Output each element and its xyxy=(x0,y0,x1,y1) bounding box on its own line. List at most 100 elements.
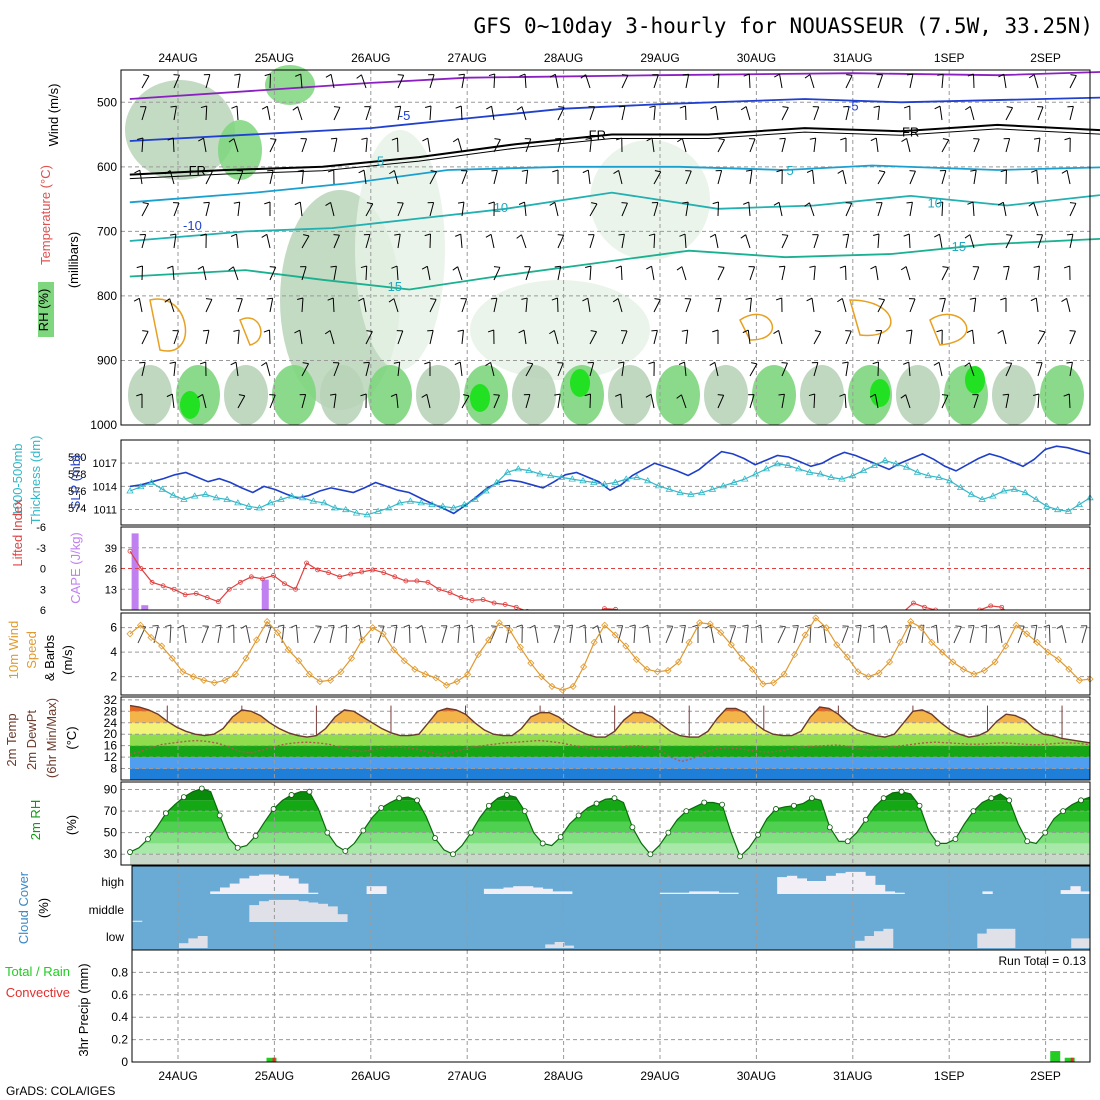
wind-barb xyxy=(523,330,527,345)
wind-barb xyxy=(205,105,208,121)
wind-barb xyxy=(365,362,370,377)
wind-barb-flag xyxy=(742,329,749,334)
wind-barb-flag xyxy=(390,624,397,627)
wind-barb-flag xyxy=(1069,202,1076,204)
rh-marker xyxy=(378,804,385,811)
rh-marker xyxy=(791,802,797,809)
rh-marker xyxy=(719,801,726,808)
wind-barb-flag xyxy=(705,624,711,629)
wind-barb-flag xyxy=(486,105,492,110)
wind-barb xyxy=(493,170,498,185)
wind10-marker xyxy=(464,670,472,678)
wind-barb-flag xyxy=(390,393,397,397)
wind-barb xyxy=(809,624,812,644)
wind-barb-flag xyxy=(903,361,909,365)
li-marker xyxy=(127,548,133,554)
wind-barb-flag xyxy=(1056,625,1063,629)
wind-barb-flag xyxy=(936,201,943,205)
contour-label: 5 xyxy=(377,153,384,168)
wind-barb-flag xyxy=(941,394,948,396)
wind-barb-flag xyxy=(1005,362,1012,364)
rh-shading-low xyxy=(704,365,748,425)
wind-barb xyxy=(269,267,277,281)
wind-barb xyxy=(363,170,367,185)
contour-label: 15 xyxy=(952,239,966,254)
rh-shading-low xyxy=(320,365,364,425)
wind-barb xyxy=(714,362,719,377)
wind-barb-flag xyxy=(557,234,564,236)
thickness-marker xyxy=(1053,505,1062,513)
wind-barb xyxy=(1005,363,1013,377)
li-marker xyxy=(702,618,706,622)
rh-band xyxy=(130,854,1090,865)
cloud-bar-high xyxy=(229,883,241,894)
temp-y-tick: 8 xyxy=(110,762,117,776)
wind-barb xyxy=(427,138,431,153)
wind-barb-flag xyxy=(942,138,949,141)
temp-y-tick: 20 xyxy=(104,727,118,741)
cloud-bar-low xyxy=(545,944,556,948)
rh-marker xyxy=(844,838,851,845)
wind-barb-flag xyxy=(585,137,592,140)
cloud-bar-high xyxy=(855,871,866,894)
rh-marker xyxy=(808,795,815,802)
cloud-bar-high xyxy=(698,891,710,894)
wind-barb xyxy=(908,362,911,377)
cloud-bar-low xyxy=(178,943,189,948)
li-marker xyxy=(768,632,772,636)
wind-barb xyxy=(1037,331,1046,345)
wind-barb-flag xyxy=(934,105,941,110)
cloud-bar-low xyxy=(864,936,875,948)
temp-ylabel-4: (°C) xyxy=(64,726,79,749)
wind-barb xyxy=(681,138,687,153)
wind-barb xyxy=(205,171,213,185)
wind-barb xyxy=(429,299,437,313)
temp-y-tick: 12 xyxy=(104,750,118,764)
wind-barb xyxy=(557,235,565,249)
precip-label-conv: Convective xyxy=(6,985,70,1000)
wind-barb xyxy=(1002,330,1007,345)
upper-ylabel-mb: (millibars) xyxy=(66,232,81,288)
rh-shading-low xyxy=(416,365,460,425)
cloud-bar-high xyxy=(806,881,817,894)
wind-barb xyxy=(875,266,879,281)
wind-barb-flag xyxy=(774,73,780,78)
wind-barb xyxy=(301,138,308,153)
wind10-marker xyxy=(632,655,640,664)
li-marker xyxy=(691,618,695,622)
cloud-bar-high xyxy=(532,887,544,894)
wind-barb-flag xyxy=(582,297,589,302)
wind-barb-flag xyxy=(646,265,652,270)
wind10-marker xyxy=(991,658,999,666)
wind-barb xyxy=(941,267,949,281)
wind-barb-flag xyxy=(554,265,561,268)
wind-barb-flag xyxy=(842,233,849,236)
wind10-marker xyxy=(907,618,915,626)
thickness-marker xyxy=(342,505,350,513)
wind-barb-flag xyxy=(955,625,962,628)
wind10-marker xyxy=(885,658,894,666)
wind-barb-flag xyxy=(1000,297,1007,301)
wind-barb xyxy=(553,330,559,345)
wind-barb xyxy=(397,202,404,217)
wind-barb-flag xyxy=(967,201,974,205)
x-tick-label-top: 1SEP xyxy=(934,51,965,65)
wind10-marker xyxy=(980,666,989,675)
wind-barb xyxy=(749,394,755,409)
wind-barb-flag xyxy=(873,105,880,108)
wind-barb-flag xyxy=(453,624,460,627)
wind-barb-flag xyxy=(366,202,373,205)
cloud-level-label: low xyxy=(106,930,124,944)
wind10-marker xyxy=(158,642,166,650)
upper-y-tick: 900 xyxy=(97,353,117,367)
wind-barb-flag xyxy=(590,330,597,333)
temp-band xyxy=(130,757,1090,769)
wind10-marker xyxy=(569,682,577,690)
wind-barb-flag xyxy=(964,362,970,367)
rh-legend-swatch xyxy=(38,282,54,337)
cloud-bar-high xyxy=(483,888,495,894)
wind-barb-flag xyxy=(615,393,621,397)
wind-barb xyxy=(490,234,495,249)
temp-band xyxy=(130,768,1090,780)
wind-barb-flag xyxy=(846,74,853,76)
